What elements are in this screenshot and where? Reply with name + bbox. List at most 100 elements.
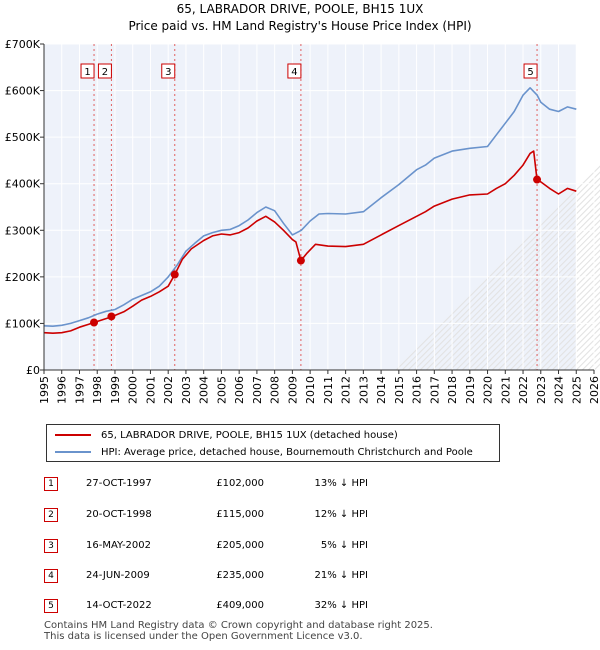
x-tick-label: 2020 xyxy=(482,376,495,404)
legend-label-property: 65, LABRADOR DRIVE, POOLE, BH15 1UX (det… xyxy=(101,429,398,441)
x-tick-label: 2000 xyxy=(127,376,140,404)
sale-label-number: 3 xyxy=(165,67,171,78)
sale-point-marker xyxy=(90,318,99,327)
x-tick-label: 2005 xyxy=(215,376,228,404)
x-tick-label: 1995 xyxy=(38,376,51,404)
sale-point-marker xyxy=(170,270,179,279)
y-tick-label: £500K xyxy=(5,131,41,144)
forecast-region xyxy=(576,44,594,370)
sale-price: £409,000 xyxy=(216,600,264,611)
chart-subtitle: Price paid vs. HM Land Registry's House … xyxy=(128,19,471,33)
sale-hpi-diff: 5% ↓ HPI xyxy=(320,540,368,551)
hatch-line xyxy=(515,285,600,371)
sale-date: 27-OCT-1997 xyxy=(86,478,152,489)
series-line-hpi xyxy=(43,87,577,328)
sale-number-badge: 3 xyxy=(44,539,58,553)
sale-row-2: 2 20-OCT-1998 £115,000 12% ↓ HPI xyxy=(0,505,600,525)
legend-label-hpi: HPI: Average price, detached house, Bour… xyxy=(101,446,473,458)
x-tick-label: 1999 xyxy=(109,376,122,404)
x-tick-label: 2017 xyxy=(428,376,441,404)
sale-label-number: 4 xyxy=(291,67,297,78)
sale-point-marker xyxy=(107,312,116,321)
chart-legend: 65, LABRADOR DRIVE, POOLE, BH15 1UX (det… xyxy=(46,424,500,462)
x-tick-label: 2025 xyxy=(570,376,583,404)
x-tick-label: 2010 xyxy=(304,376,317,404)
sale-row-3: 3 16-MAY-2002 £205,000 5% ↓ HPI xyxy=(0,536,600,556)
hatch-line xyxy=(497,267,600,371)
x-tick-label: 2012 xyxy=(340,376,353,404)
x-tick-label: 2022 xyxy=(517,376,530,404)
price-chart: 65, LABRADOR DRIVE, POOLE, BH15 1UX Pric… xyxy=(5,2,600,404)
sale-number-badge: 2 xyxy=(44,508,58,522)
sale-number-badge: 1 xyxy=(44,477,58,491)
sale-row-4: 4 24-JUN-2009 £235,000 21% ↓ HPI xyxy=(0,566,600,586)
sale-row-5: 5 14-OCT-2022 £409,000 32% ↓ HPI xyxy=(0,596,600,616)
x-tick-label: 2026 xyxy=(588,376,600,404)
hatch-line xyxy=(509,279,600,371)
x-tick-label: 1998 xyxy=(91,376,104,404)
hatch-line xyxy=(533,303,600,371)
x-tick-label: 2002 xyxy=(162,376,175,404)
hatch-line xyxy=(419,189,600,371)
y-tick-label: £400K xyxy=(5,178,41,191)
sale-hpi-diff: 12% ↓ HPI xyxy=(314,509,368,520)
legend-swatch-hpi xyxy=(55,451,91,453)
hatch-line xyxy=(437,207,600,371)
x-tick-label: 2009 xyxy=(286,376,299,404)
hatch-line xyxy=(479,249,600,371)
x-tick-label: 2006 xyxy=(233,376,246,404)
legend-swatch-property xyxy=(55,434,91,436)
y-tick-label: £600K xyxy=(5,85,41,98)
footer-line-copyright: Contains HM Land Registry data © Crown c… xyxy=(44,620,433,631)
x-tick-label: 2015 xyxy=(393,376,406,404)
sale-date: 24-JUN-2009 xyxy=(86,570,150,581)
x-tick-label: 2001 xyxy=(144,376,157,404)
x-tick-label: 2008 xyxy=(269,376,282,404)
legend-item-property: 65, LABRADOR DRIVE, POOLE, BH15 1UX (det… xyxy=(55,427,398,443)
sale-label-box xyxy=(523,63,538,79)
sale-label-box xyxy=(97,63,112,79)
sale-price: £235,000 xyxy=(216,570,264,581)
y-tick-label: £700K xyxy=(5,38,41,51)
plot-background xyxy=(44,44,594,370)
y-tick-label: £0 xyxy=(26,364,40,377)
x-tick-label: 2007 xyxy=(251,376,264,404)
x-tick-label: 2018 xyxy=(446,376,459,404)
sale-label-number: 2 xyxy=(102,67,108,78)
sale-hpi-diff: 13% ↓ HPI xyxy=(314,478,368,489)
sale-number-badge: 4 xyxy=(44,569,58,583)
sale-row-1: 1 27-OCT-1997 £102,000 13% ↓ HPI xyxy=(0,474,600,494)
x-tick-label: 2013 xyxy=(357,376,370,404)
hatch-line xyxy=(443,213,600,371)
x-tick-label: 1996 xyxy=(56,376,69,404)
footer-attribution: Contains HM Land Registry data © Crown c… xyxy=(44,620,433,642)
sale-label-box xyxy=(161,63,176,79)
hatch-line xyxy=(461,231,600,371)
chart-title: 65, LABRADOR DRIVE, POOLE, BH15 1UX xyxy=(177,2,424,16)
x-tick-label: 2011 xyxy=(322,376,335,404)
sale-label-number: 5 xyxy=(527,67,533,78)
y-tick-label: £100K xyxy=(5,317,41,330)
sale-price: £205,000 xyxy=(216,540,264,551)
hatch-line xyxy=(413,183,600,371)
hatch-line xyxy=(539,309,600,371)
sale-price: £102,000 xyxy=(216,478,264,489)
hatch-line xyxy=(431,201,600,371)
x-tick-label: 2019 xyxy=(464,376,477,404)
series-line-property xyxy=(43,150,577,335)
y-tick-label: £300K xyxy=(5,224,41,237)
hatch-line xyxy=(491,261,600,371)
x-tick-label: 2016 xyxy=(411,376,424,404)
x-tick-label: 2003 xyxy=(180,376,193,404)
hatch-line xyxy=(527,297,600,371)
sale-number-badge: 5 xyxy=(44,599,58,613)
legend-item-hpi: HPI: Average price, detached house, Bour… xyxy=(55,444,473,460)
x-tick-label: 2024 xyxy=(553,376,566,404)
x-tick-label: 2023 xyxy=(535,376,548,404)
x-tick-label: 1997 xyxy=(73,376,86,404)
x-tick-label: 2014 xyxy=(375,376,388,404)
x-tick-label: 2021 xyxy=(499,376,512,404)
sale-date: 16-MAY-2002 xyxy=(86,540,152,551)
hatch-line xyxy=(407,177,600,371)
sale-label-box xyxy=(287,63,302,79)
